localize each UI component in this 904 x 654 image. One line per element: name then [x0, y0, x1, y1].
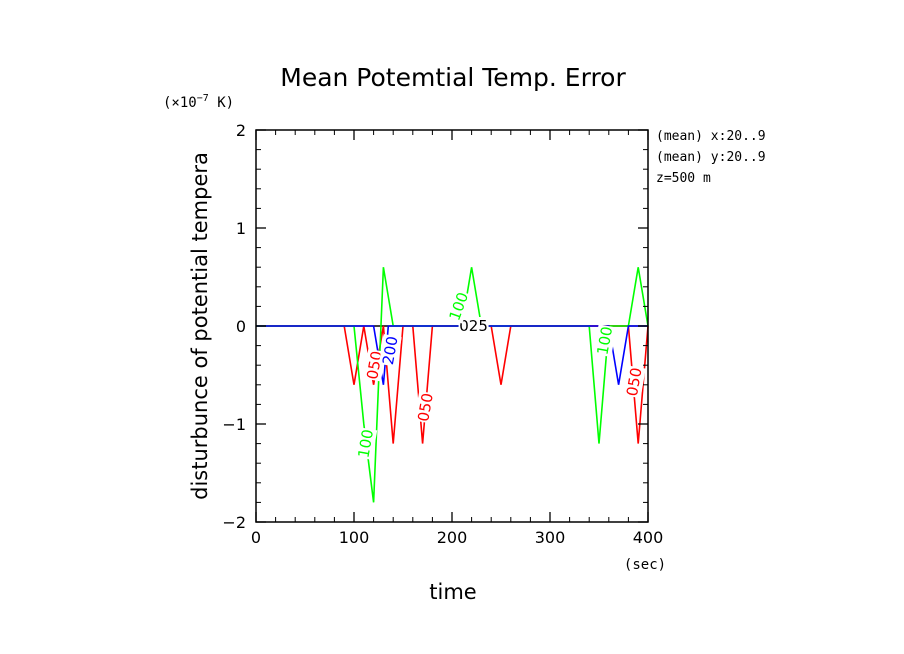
series-line-050 [256, 325, 649, 444]
x-tick-label: 200 [437, 528, 468, 547]
series-label-bg [593, 324, 617, 358]
x-axis-label: time [429, 580, 476, 604]
series-label-bg [378, 334, 402, 367]
y-tick-label: −1 [222, 415, 246, 434]
y-unit-exponent: −7 [197, 93, 209, 104]
series-label-050: 050 [623, 366, 646, 397]
series-label-200: 200 [379, 335, 402, 366]
series-label-100: 100 [354, 428, 377, 459]
series-label-bg [414, 391, 438, 424]
series-label-025: 025 [459, 317, 488, 335]
series-label-100: 100 [594, 325, 617, 356]
x-tick-label: 0 [251, 528, 261, 547]
axes: 0 100 200 300 400 −2 −1 0 1 2 [222, 121, 663, 547]
x-tick-label: 300 [535, 528, 566, 547]
y-axis-label: disturbunce of potential tempera [188, 152, 212, 500]
y-unit-suffix: K) [209, 95, 234, 111]
x-unit-label: (sec) [624, 557, 666, 573]
y-unit-prefix: (×10 [163, 95, 197, 111]
annotation-mean-x: (mean) x:20..9 [656, 129, 766, 144]
annotation-mean-y: (mean) y:20..9 [656, 150, 766, 165]
x-tick-label: 100 [339, 528, 370, 547]
y-tick-label: 0 [236, 317, 246, 336]
y-unit-label: (×10−7 K) [163, 93, 234, 111]
annotations: (mean) x:20..9 (mean) y:20..9 z=500 m [656, 129, 766, 186]
y-tick-label: −2 [222, 513, 246, 532]
series-label-bg [354, 427, 378, 460]
series-label-bg [622, 365, 646, 399]
annotation-z-level: z=500 m [656, 171, 711, 186]
x-tick-label: 400 [633, 528, 664, 547]
y-tick-label: 2 [236, 121, 246, 140]
y-tick-label: 1 [236, 219, 246, 238]
series-label-050: 050 [414, 392, 437, 423]
series-label-bg [458, 317, 489, 335]
chart-title: Mean Potemtial Temp. Error [280, 63, 626, 92]
series-label-bg [445, 289, 473, 324]
series-line-200 [256, 325, 648, 385]
